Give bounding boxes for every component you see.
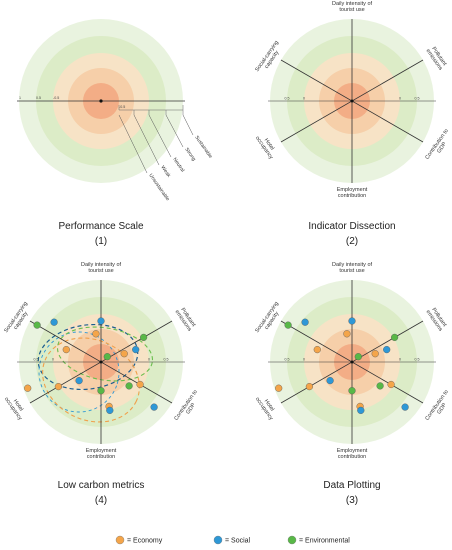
data-point-social — [50, 318, 58, 326]
panel-performance-scale: 1 0.5 -0.5 -0.5 Sustainable Strong Neutr… — [17, 19, 213, 202]
data-point-economy — [136, 380, 144, 389]
data-point-economy — [343, 330, 351, 338]
data-point-social — [150, 403, 158, 411]
axis-label-bottom-right: Contribution toGDP — [424, 389, 452, 425]
data-point-social — [301, 318, 309, 326]
axis-label-top-right: Pollutantemissions — [424, 306, 448, 333]
scale-label-neutral: Neutral — [171, 157, 185, 174]
axis-label-bottom: Employment contribution — [86, 448, 117, 460]
panel-title: Indicator Dissection — [308, 221, 395, 232]
data-point-economy — [54, 383, 63, 391]
data-point-economy — [24, 384, 32, 392]
data-point-environmental — [125, 382, 133, 390]
panel-low-carbon-metrics: 0.5 0 0 0.5 Daily intensity of tourist use Pol… — [3, 262, 203, 460]
tick-label: 0 — [399, 97, 401, 101]
tick-label: 0.5 — [34, 358, 39, 362]
tick-label: 0.5 — [415, 358, 420, 362]
data-point-environmental — [354, 353, 362, 361]
data-point-social — [132, 346, 140, 354]
data-point-social — [401, 403, 409, 411]
data-point-social — [326, 377, 334, 385]
tick-label: -0.5 — [53, 96, 59, 100]
panel-title: Performance Scale — [58, 221, 143, 232]
axis-label-bottom-left: Hoteloccupancy — [254, 132, 279, 161]
panel-number: (2) — [346, 236, 358, 247]
data-point-environmental — [139, 333, 148, 342]
axis-label-top: Daily intensity of tourist use — [332, 1, 373, 13]
tick-label: 0 — [148, 358, 150, 362]
economy-envelope — [42, 337, 140, 423]
panel-title: Data Plotting — [323, 480, 380, 491]
data-point-environmental — [103, 353, 111, 361]
data-point-environmental — [33, 321, 41, 329]
panel-data-plotting: 0.5 0 0 0.5 Daily intensity of tourist use Pol… — [254, 262, 452, 460]
legend-environmental-label: = Environmental — [299, 538, 350, 545]
legend-social-swatch — [213, 535, 223, 545]
center-dot — [350, 99, 354, 103]
data-point-environmental — [390, 333, 399, 342]
data-point-social — [106, 406, 114, 415]
data-point-environmental — [97, 387, 105, 395]
data-point-economy — [120, 350, 128, 358]
panel-number: (1) — [95, 236, 107, 247]
axis-label-bottom-right: Contribution toGDP — [173, 389, 203, 425]
tick-label: -0.5 — [119, 105, 125, 109]
data-point-economy — [92, 330, 100, 338]
data-point-social — [97, 317, 105, 325]
legend-social-label: = Social — [225, 538, 251, 545]
scale-label-strong: Strong — [183, 147, 196, 163]
scale-label-sustainable: Sustainable — [193, 135, 213, 160]
tick-label: 0 — [303, 97, 305, 101]
axis-label-bottom: Employment contribution — [337, 448, 368, 460]
tick-label: 0.5 — [415, 97, 420, 101]
data-point-environmental — [284, 321, 292, 329]
axis-label-bottom-left: Hoteloccupancy — [3, 393, 28, 422]
center-dot — [99, 360, 103, 364]
axis-label-top: Daily intensity of tourist use — [332, 262, 373, 274]
tick-label: 0.5 — [36, 96, 41, 100]
panel-number: (3) — [346, 495, 358, 506]
tick-label: 1 — [19, 96, 21, 100]
data-point-social — [75, 377, 83, 385]
tick-label: 0.5 — [285, 97, 290, 101]
data-point-economy — [371, 350, 379, 358]
data-point-social — [357, 406, 365, 415]
data-point-economy — [313, 346, 321, 354]
legend-economy-swatch — [115, 535, 125, 545]
tick-label: 0.5 — [164, 358, 169, 362]
data-point-economy — [62, 346, 70, 354]
data-point-economy — [275, 384, 283, 392]
scale-label-weak: Weak — [159, 165, 171, 179]
legend: = Economy = Social = Environmental — [115, 535, 350, 545]
data-point-economy — [305, 383, 314, 391]
data-point-social — [348, 317, 356, 325]
panel-title: Low carbon metrics — [58, 480, 145, 491]
data-point-social — [383, 346, 391, 354]
data-point-environmental — [376, 382, 384, 390]
panel-indicator-dissection: 0.5 0 0 0.5 Daily intensity of tourist use Pol… — [254, 1, 452, 199]
axis-label-bottom: Employment contribution — [337, 187, 368, 199]
environmental-envelope — [56, 326, 154, 382]
tick-label: 0 — [303, 358, 305, 362]
tick-label: 0.5 — [285, 358, 290, 362]
center-dot — [350, 360, 354, 364]
data-point-economy — [387, 380, 395, 389]
axis-label-top: Daily intensity of tourist use — [81, 262, 122, 274]
tick-label: 0 — [399, 358, 401, 362]
data-point-environmental — [348, 387, 356, 395]
axis-label-bottom-right: Contribution toGDP — [424, 128, 452, 164]
tick-label: 0 — [52, 358, 54, 362]
panel-number: (4) — [95, 495, 107, 506]
legend-environmental-swatch — [287, 535, 297, 545]
axis-label-top-right: Pollutantemissions — [424, 45, 448, 72]
legend-economy-label: = Economy — [127, 538, 163, 545]
axis-label-top-right: Pollutantemissions — [173, 306, 197, 333]
axis-label-bottom-left: Hoteloccupancy — [254, 393, 279, 422]
